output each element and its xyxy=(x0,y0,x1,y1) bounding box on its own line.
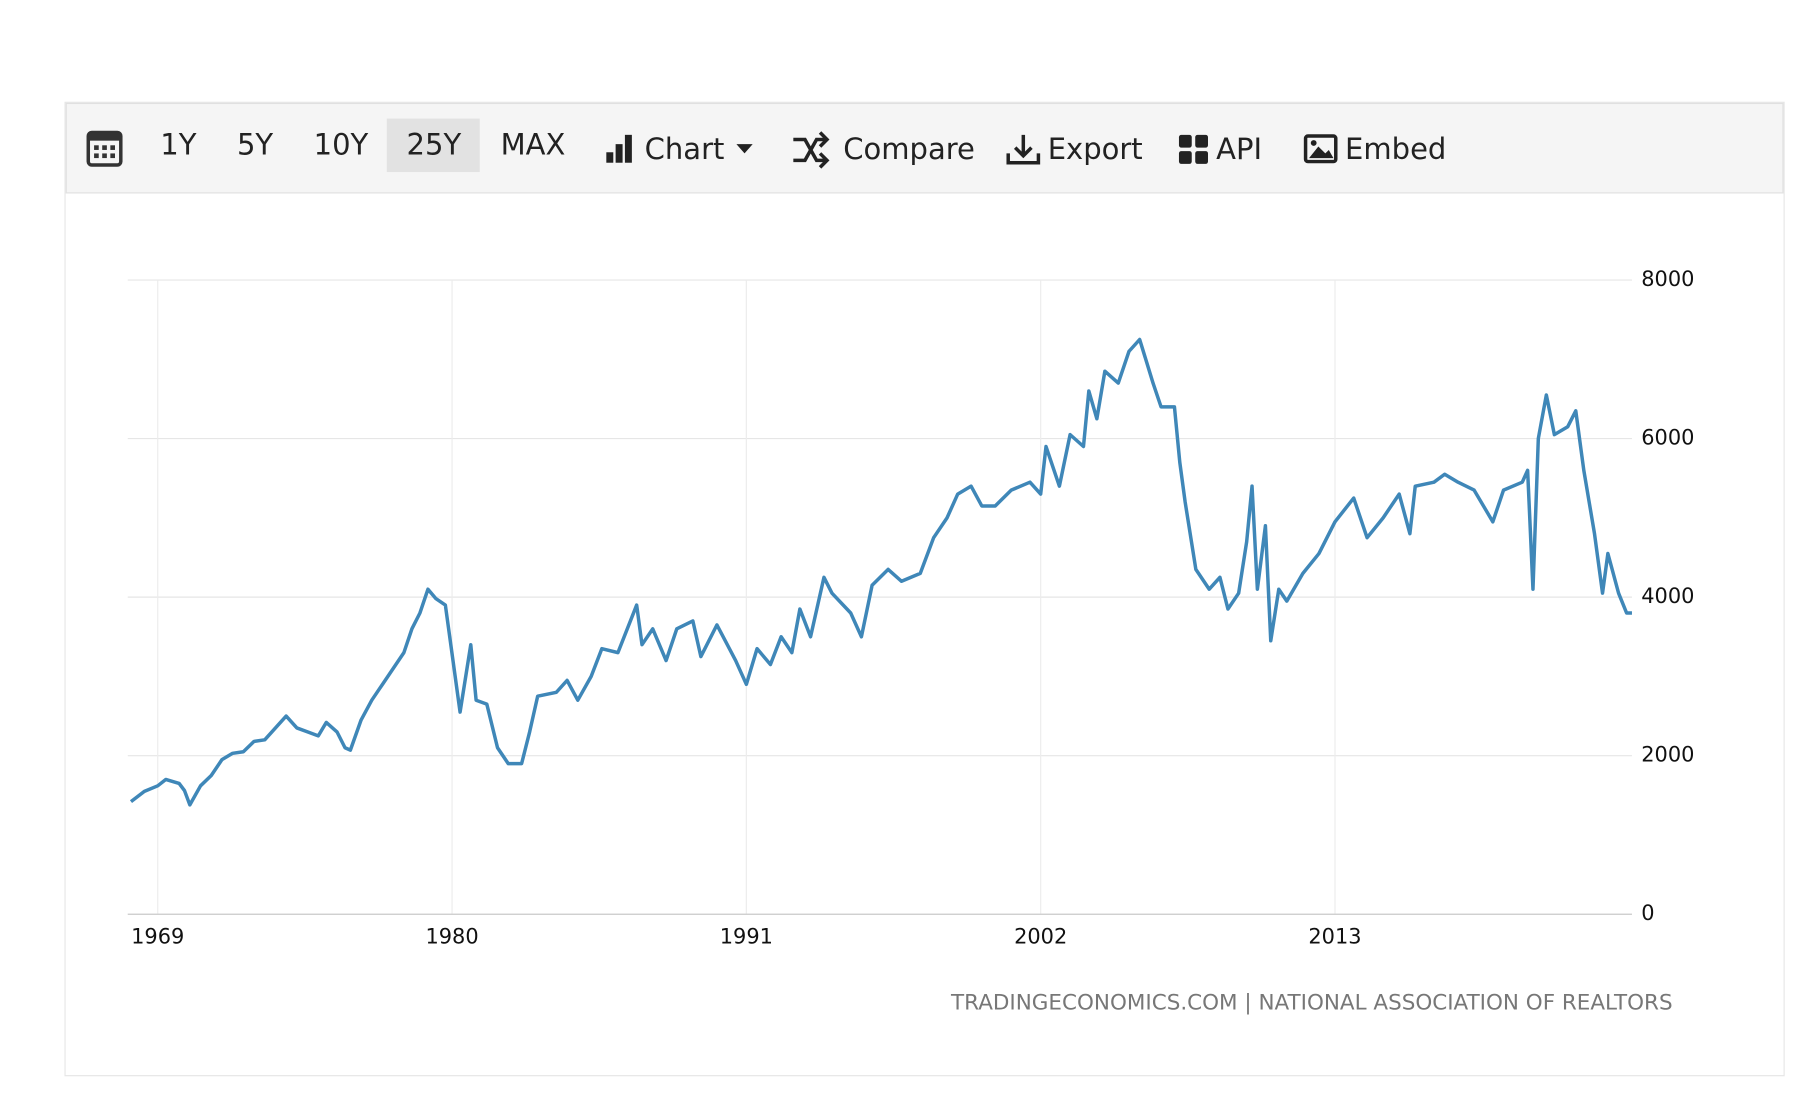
toolbar-button[interactable]: Chart xyxy=(645,132,725,166)
range-button[interactable]: 5Y xyxy=(237,127,273,161)
y-tick-label: 0 xyxy=(1641,901,1654,925)
toolbar xyxy=(65,102,1784,194)
active-range-bg xyxy=(386,118,480,173)
export-icon xyxy=(1006,134,1041,165)
range-button[interactable]: 1Y xyxy=(160,127,196,161)
toolbar-button[interactable]: Compare xyxy=(843,132,975,166)
y-tick-label: 8000 xyxy=(1641,267,1694,291)
toolbar-button[interactable]: Embed xyxy=(1345,132,1446,166)
y-tick-label: 4000 xyxy=(1641,584,1694,608)
toolbar-button[interactable]: API xyxy=(1216,132,1262,166)
range-button[interactable]: 25Y xyxy=(407,127,462,161)
data-line xyxy=(129,337,1632,807)
y-tick-label: 2000 xyxy=(1641,743,1694,767)
range-button[interactable]: 10Y xyxy=(314,127,369,161)
frame xyxy=(64,101,1785,1077)
toolbar-button[interactable]: Export xyxy=(1048,132,1143,166)
x-tick-label: 1969 xyxy=(131,924,184,948)
x-tick-label: 1991 xyxy=(720,924,773,948)
range-button[interactable]: MAX xyxy=(501,127,566,161)
api-icon xyxy=(1178,134,1208,164)
embed-icon xyxy=(1303,134,1338,164)
chart-icon xyxy=(606,134,753,163)
x-tick-label: 2002 xyxy=(1014,924,1067,948)
x-tick-label: 1980 xyxy=(425,924,478,948)
compare-icon xyxy=(793,131,830,169)
calendar-icon[interactable] xyxy=(86,130,123,167)
source-note: TRADINGECONOMICS.COM | NATIONAL ASSOCIAT… xyxy=(950,990,1673,1015)
y-tick-label: 6000 xyxy=(1641,426,1694,450)
x-tick-label: 2013 xyxy=(1308,924,1361,948)
